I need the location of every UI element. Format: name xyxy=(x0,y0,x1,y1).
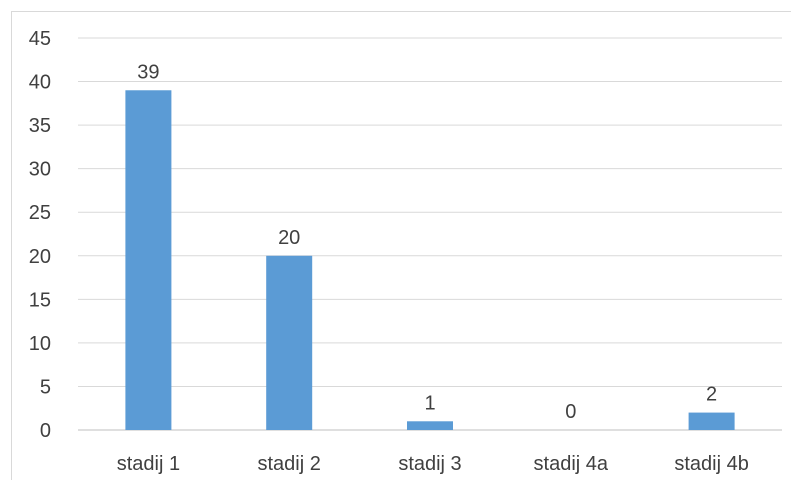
gridlines xyxy=(78,37,782,387)
x-category-label: stadij 4b xyxy=(674,453,749,475)
bar xyxy=(125,90,172,431)
x-category-label: stadij 3 xyxy=(398,453,461,475)
data-label: 20 xyxy=(278,227,300,249)
y-tick-label: 25 xyxy=(29,202,51,224)
data-label: 0 xyxy=(565,401,576,423)
y-tick-label: 45 xyxy=(29,28,51,50)
bars xyxy=(125,90,735,431)
y-tick-label: 20 xyxy=(29,246,51,268)
y-tick-label: 10 xyxy=(29,333,51,355)
data-label: 2 xyxy=(706,384,717,406)
data-label: 39 xyxy=(137,61,159,83)
bar xyxy=(266,255,313,430)
y-tick-label: 5 xyxy=(40,376,51,398)
x-category-label: stadij 1 xyxy=(117,453,180,475)
y-tick-label: 15 xyxy=(29,289,51,311)
y-tick-label: 0 xyxy=(40,420,51,442)
y-tick-label: 35 xyxy=(29,115,51,137)
bar xyxy=(688,412,735,430)
x-category-label: stadij 2 xyxy=(258,453,321,475)
x-category-label: stadij 4a xyxy=(534,453,609,475)
y-tick-label: 40 xyxy=(29,72,51,94)
bar xyxy=(407,421,453,430)
data-label: 1 xyxy=(424,392,435,414)
y-tick-label: 30 xyxy=(29,159,51,181)
